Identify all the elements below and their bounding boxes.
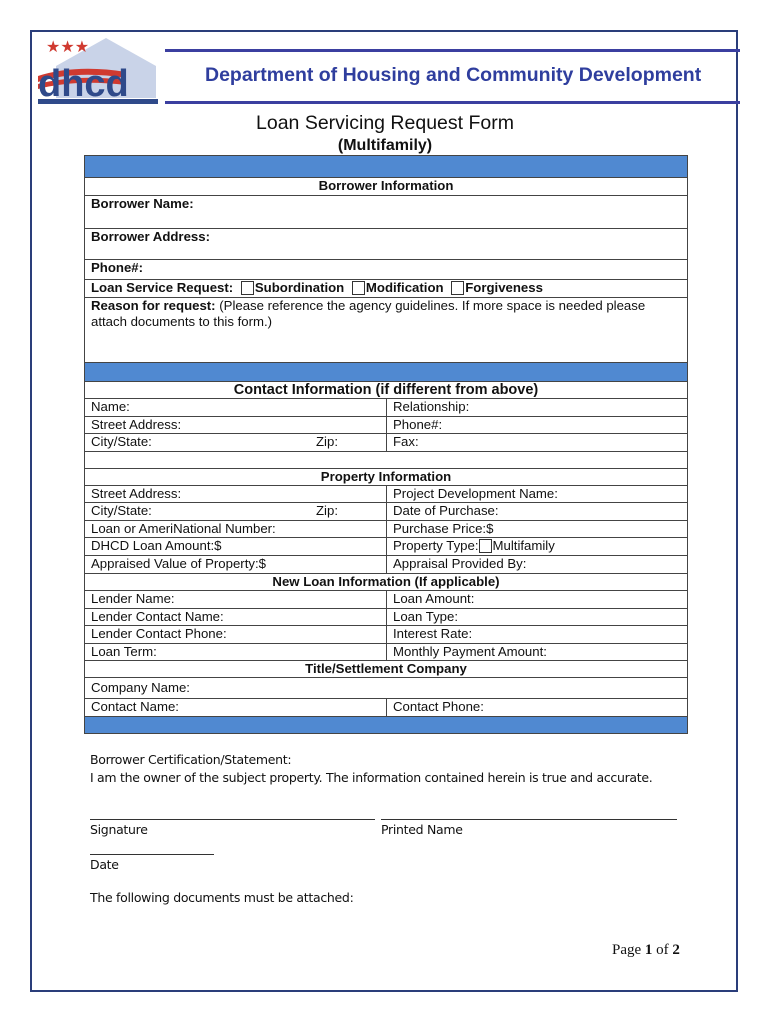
monthly-payment-field[interactable]: Monthly Payment Amount: — [386, 643, 688, 661]
reason-label: Reason for request: — [91, 298, 216, 313]
loan-term-field[interactable]: Loan Term: — [84, 643, 387, 661]
appraised-value-field[interactable]: Appraised Value of Property:$ — [84, 555, 387, 574]
reason-field[interactable]: Reason for request: (Please reference th… — [84, 297, 688, 363]
loan-number-field[interactable]: Loan or AmeriNational Number: — [84, 520, 387, 538]
property-city-field[interactable]: City/State: Zip: — [84, 502, 387, 521]
page-total: 2 — [672, 942, 680, 958]
svg-text:★★★: ★★★ — [46, 39, 89, 56]
form-title: Loan Servicing Request Form — [256, 112, 514, 134]
section-contact: Contact Information (if different from a… — [84, 381, 688, 399]
cert-heading: Borrower Certification/Statement: — [90, 752, 292, 767]
title-contact-name-field[interactable]: Contact Name: — [84, 698, 387, 717]
purchase-price-field[interactable]: Purchase Price:$ — [386, 520, 688, 538]
page-current: 1 — [644, 942, 653, 958]
page-number: Page 1 of 2 — [612, 942, 680, 959]
section-title-company: Title/Settlement Company — [84, 660, 688, 678]
project-name-field[interactable]: Project Development Name: — [386, 485, 688, 503]
form-table: Borrower Information Borrower Name: Borr… — [84, 155, 688, 734]
department-name: Department of Housing and Community Deve… — [205, 64, 702, 86]
section-property: Property Information — [84, 468, 688, 486]
multifamily-label: Multifamily — [492, 538, 555, 553]
lender-contact-phone-field[interactable]: Lender Contact Phone: — [84, 625, 387, 644]
contact-phone-field[interactable]: Phone#: — [386, 416, 688, 434]
contact-fax-field[interactable]: Fax: — [386, 433, 688, 452]
spacer-row — [84, 451, 688, 469]
company-name-field[interactable]: Company Name: — [84, 677, 688, 699]
signature-line[interactable] — [90, 819, 375, 820]
appraisal-by-field[interactable]: Appraisal Provided By: — [386, 555, 688, 574]
title-contact-phone-field[interactable]: Contact Phone: — [386, 698, 688, 717]
date-label: Date — [90, 857, 119, 872]
contact-name-field[interactable]: Name: — [84, 398, 387, 417]
zip-label: Zip: — [316, 503, 338, 518]
interest-rate-field[interactable]: Interest Rate: — [386, 625, 688, 644]
printed-name-label: Printed Name — [381, 822, 463, 837]
printed-name-line[interactable] — [381, 819, 677, 820]
page-prefix: Page — [612, 942, 642, 958]
forgiveness-label: Forgiveness — [465, 280, 543, 295]
borrower-phone-field[interactable]: Phone#: — [84, 259, 688, 280]
section-borrower: Borrower Information — [84, 177, 688, 196]
request-label: Loan Service Request: — [91, 280, 234, 295]
band-row — [84, 716, 688, 734]
contact-relationship-field[interactable]: Relationship: — [386, 398, 688, 417]
page-border — [30, 30, 738, 992]
property-type-field: Property Type: Multifamily — [386, 537, 688, 556]
form-subtitle: (Multifamily) — [337, 137, 433, 154]
modification-checkbox[interactable] — [351, 281, 365, 295]
loan-service-request: Loan Service Request: Subordination Modi… — [84, 279, 688, 298]
dhcd-loan-amount-field[interactable]: DHCD Loan Amount:$ — [84, 537, 387, 556]
date-line[interactable] — [90, 854, 214, 855]
modification-label: Modification — [365, 280, 444, 295]
loan-amount-field[interactable]: Loan Amount: — [386, 590, 688, 609]
svg-text:dhcd: dhcd — [38, 63, 129, 105]
city-label: City/State: — [91, 434, 152, 449]
lender-contact-name-field[interactable]: Lender Contact Name: — [84, 608, 387, 626]
section-new-loan: New Loan Information (If applicable) — [84, 573, 688, 591]
header-rule-top — [165, 49, 740, 52]
reason-note: (Please reference the agency guidelines.… — [91, 298, 646, 329]
borrower-address-field[interactable]: Borrower Address: — [84, 228, 688, 260]
purchase-date-field[interactable]: Date of Purchase: — [386, 502, 688, 521]
city-label: City/State: — [91, 503, 152, 518]
property-street-field[interactable]: Street Address: — [84, 485, 387, 503]
cert-text: I am the owner of the subject property. … — [90, 770, 653, 785]
forgiveness-checkbox[interactable] — [451, 281, 465, 295]
contact-street-field[interactable]: Street Address: — [84, 416, 387, 434]
zip-label: Zip: — [316, 434, 338, 449]
band-row — [84, 362, 688, 382]
subordination-label: Subordination — [254, 280, 345, 295]
multifamily-checkbox[interactable] — [478, 539, 492, 553]
lender-name-field[interactable]: Lender Name: — [84, 590, 387, 609]
subordination-checkbox[interactable] — [240, 281, 254, 295]
dhcd-logo: ★★★ dhcd — [38, 38, 158, 105]
header-rule-bottom — [165, 101, 740, 104]
signature-label: Signature — [90, 822, 148, 837]
borrower-name-field[interactable]: Borrower Name: — [84, 195, 688, 229]
page-of: of — [656, 942, 669, 958]
attachments-note: The following documents must be attached… — [90, 890, 354, 905]
property-type-label: Property Type: — [393, 538, 479, 553]
contact-city-field[interactable]: City/State: Zip: — [84, 433, 387, 452]
band-row — [84, 155, 688, 178]
loan-type-field[interactable]: Loan Type: — [386, 608, 688, 626]
